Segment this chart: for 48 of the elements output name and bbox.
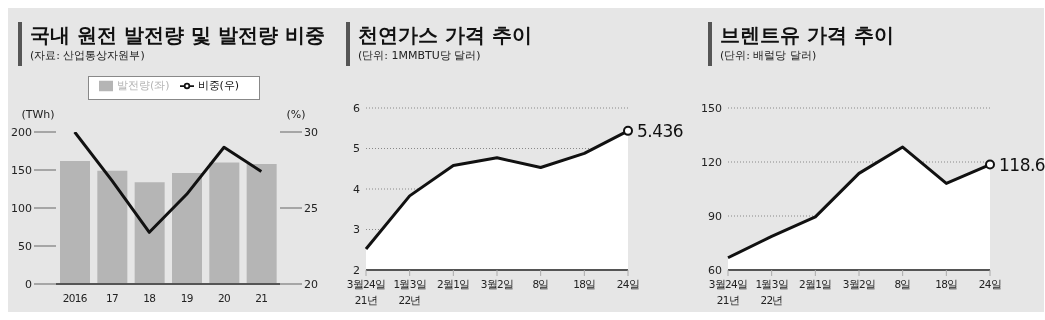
y2-tick-label: 30 <box>304 125 318 139</box>
legend-label: 발전량(좌) <box>116 79 170 92</box>
chart-subtitle: (단위: 배럴당 달러) <box>720 48 818 64</box>
y2-tick-label: 25 <box>304 201 318 215</box>
y-tick-label: 6 <box>353 101 360 115</box>
x-tick-label: 18일 <box>935 278 958 290</box>
y-tick-label: 120 <box>701 155 722 169</box>
x-tick-label: 3월24일 21년 <box>346 278 386 306</box>
y-tick-label: 60 <box>708 263 722 277</box>
y2-axis-title: (%) <box>286 108 306 121</box>
x-tick-label: 1월3일 22년 <box>755 278 788 306</box>
y-tick-label: 0 <box>25 277 32 291</box>
x-tick-label: 3월2일 <box>842 278 876 290</box>
chart-title: 천연가스 가격 추이 <box>358 22 532 48</box>
y-tick-label: 4 <box>353 182 360 196</box>
y-tick-label: 100 <box>11 201 32 215</box>
x-tick-label: 19 <box>180 292 193 304</box>
x-tick-label: 24일 <box>616 278 640 290</box>
y-tick-label: 5 <box>353 142 360 156</box>
chart-title: 국내 원전 발전량 및 발전량 비중 <box>30 22 325 48</box>
x-tick-label: 21 <box>255 292 268 304</box>
x-tick-label: 18일 <box>573 278 596 290</box>
x-tick-label: 1월3일 22년 <box>393 278 426 306</box>
x-tick-label: 20 <box>218 292 230 304</box>
x-tick-label: 3월2일 <box>480 278 514 290</box>
y-tick-label: 50 <box>18 239 32 253</box>
y-tick-label: 90 <box>708 209 722 223</box>
x-tick-label: 2월1일 <box>437 278 470 290</box>
x-tick-label: 24일 <box>978 278 1002 290</box>
x-tick-label: 8일 <box>894 278 911 290</box>
data-label: 118.6 <box>999 154 1045 175</box>
y-tick-label: 2 <box>353 263 360 277</box>
x-tick-label: 18 <box>143 292 156 304</box>
chart-subtitle: (자료: 산업통상자원부) <box>30 48 146 64</box>
y-tick-label: 200 <box>11 125 32 139</box>
y-axis-title: (TWh) <box>21 108 55 121</box>
x-tick-label: 8일 <box>532 278 549 290</box>
x-tick-label: 2월1일 <box>799 278 832 290</box>
chart-title: 브렌트유 가격 추이 <box>720 22 894 48</box>
x-tick-label: 3월24일 21년 <box>708 278 748 306</box>
y-tick-label: 3 <box>353 223 360 237</box>
chart-subtitle: (단위: 1MMBTU당 달러) <box>358 48 482 64</box>
legend-label: 비중(우) <box>197 79 240 92</box>
y-tick-label: 150 <box>11 163 32 177</box>
data-label: 5.436 <box>637 120 684 141</box>
x-tick-label: 2016 <box>62 292 88 304</box>
x-tick-label: 17 <box>106 292 118 304</box>
y-tick-label: 150 <box>701 101 722 115</box>
